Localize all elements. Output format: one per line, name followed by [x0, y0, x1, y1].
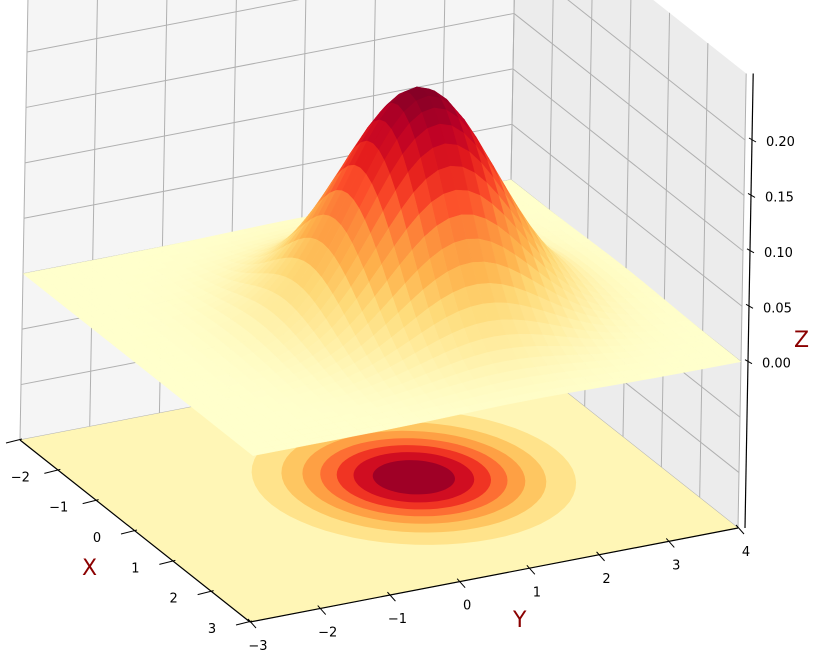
y-tick-label: −2	[318, 626, 337, 641]
tick-labels: −3−2−10123−3−2−1012340.000.050.100.150.2…	[5, 135, 795, 654]
z-tick-label: 0.05	[763, 301, 792, 316]
z-tick-label: 0.10	[764, 246, 793, 261]
x-tick-label: 2	[170, 592, 178, 607]
x-tick-label: 1	[131, 561, 139, 576]
x-tick-label: 0	[93, 531, 101, 546]
y-tick-label: −3	[248, 639, 267, 654]
y-tick-label: 0	[463, 599, 471, 614]
y-axis-label: Y	[512, 608, 527, 633]
y-tick-label: 2	[602, 572, 610, 587]
x-tick-label: −1	[49, 501, 68, 516]
x-tick-label: −2	[11, 470, 30, 485]
gaussian-surface	[22, 86, 742, 456]
z-tick-label: 0.20	[766, 135, 795, 150]
floor-contour	[20, 346, 738, 622]
x-axis-label: X	[82, 556, 97, 581]
z-tick-label: 0.00	[762, 357, 791, 372]
y-tick-label: −1	[388, 612, 407, 627]
x-tick-label: 3	[208, 622, 216, 637]
z-tick-label: 0.15	[765, 190, 794, 205]
y-tick-label: 3	[672, 558, 680, 573]
y-tick-label: 1	[533, 585, 541, 600]
z-axis-label: Z	[794, 328, 809, 353]
y-tick-label: 4	[742, 545, 750, 560]
